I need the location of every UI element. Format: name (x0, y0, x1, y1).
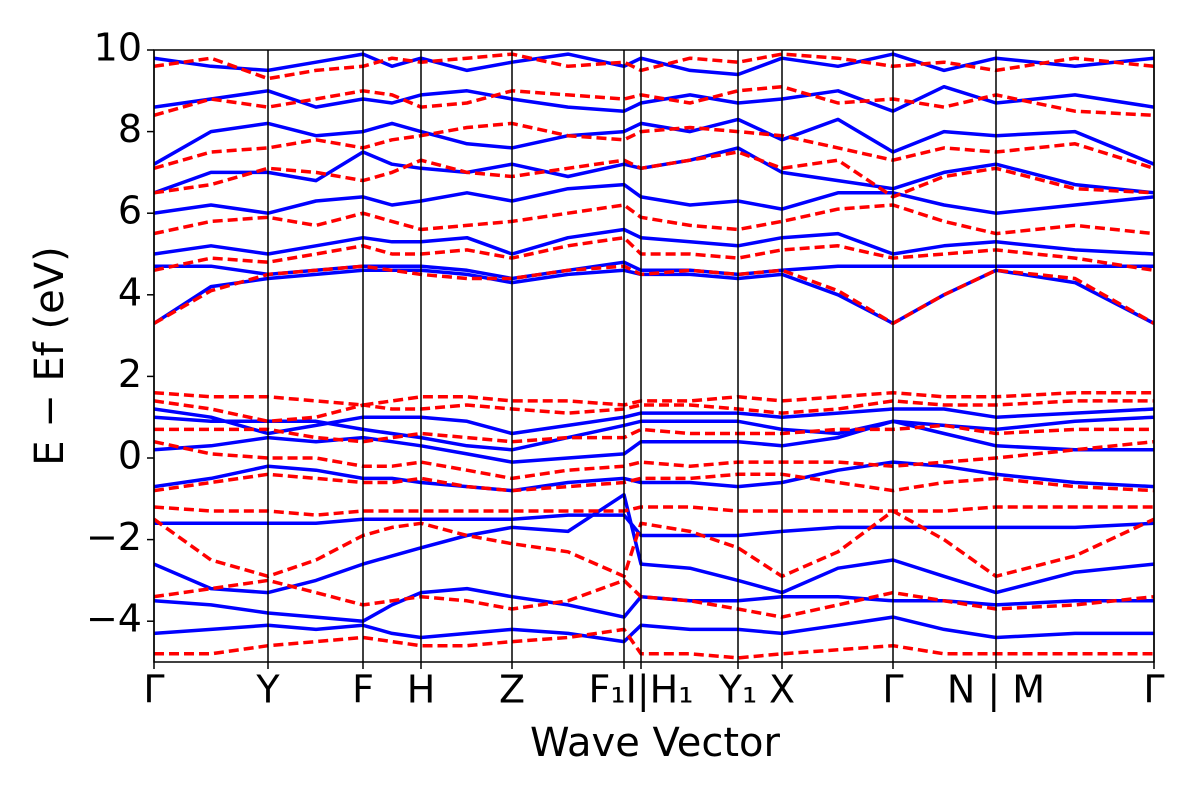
y-tick-label: 10 (94, 26, 142, 70)
x-tick-label: F₁I|H₁ (589, 668, 694, 713)
band (154, 505, 1154, 517)
x-tick-label: Γ (1143, 668, 1164, 712)
x-tick-label: Y₁ (718, 668, 757, 712)
y-tick-label: −2 (86, 515, 142, 559)
band (154, 84, 1154, 113)
band (154, 235, 1154, 273)
y-tick-label: 6 (118, 189, 142, 233)
band (154, 627, 1154, 660)
band (154, 203, 1154, 236)
y-tick-label: −4 (86, 597, 142, 641)
y-tick-label: 0 (118, 434, 142, 478)
band (154, 52, 1154, 81)
x-tick-label: F (352, 668, 374, 712)
x-tick-label: N | M (947, 668, 1045, 713)
y-tick-label: 4 (118, 270, 142, 314)
band (154, 84, 1154, 118)
x-tick-label: H (407, 668, 436, 712)
x-tick-label: X (769, 668, 795, 712)
band (154, 150, 1154, 199)
band (154, 227, 1154, 256)
x-tick-label: Γ (143, 668, 164, 712)
band (154, 578, 1154, 619)
x-tick-label: Z (499, 668, 525, 712)
x-tick-label: Γ (882, 668, 903, 712)
band (154, 268, 1154, 326)
band (154, 586, 1154, 623)
x-axis-label: Wave Vector (530, 720, 781, 766)
band (154, 121, 1154, 170)
band-lines (154, 52, 1154, 660)
band (154, 182, 1154, 215)
band (154, 615, 1154, 644)
y-axis-label: E − Ef (eV) (27, 246, 73, 465)
x-tick-label: Y (255, 668, 280, 712)
y-tick-label: 2 (118, 352, 142, 396)
band (154, 492, 1154, 595)
y-tick-label: 8 (118, 107, 142, 151)
